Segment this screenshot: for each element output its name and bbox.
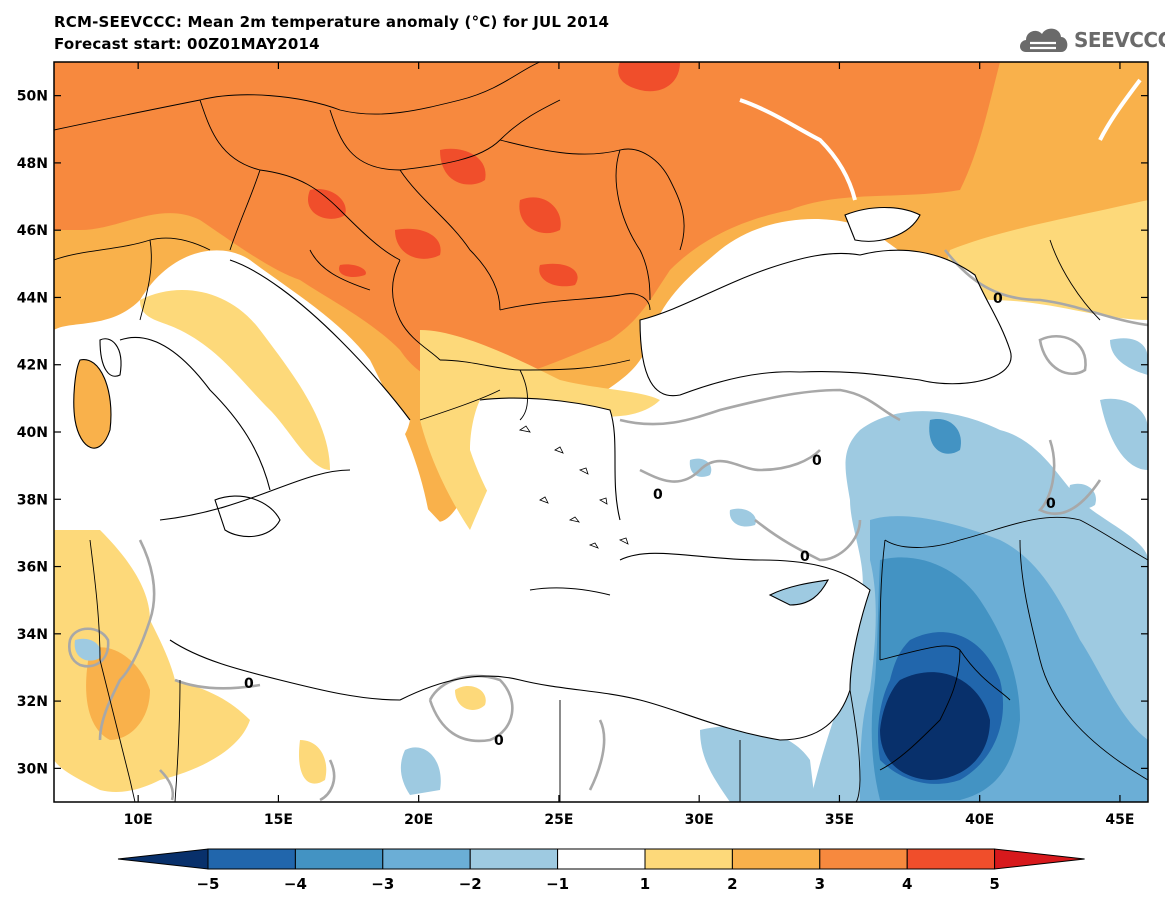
anomaly-region-cold-extreme [880,672,990,780]
colorbar-label: 5 [989,875,999,893]
x-tick-label: 35E [825,812,854,828]
aegean-sea [470,398,620,551]
anomaly-region-1-2-greece [420,330,660,530]
country-borders [54,62,1148,802]
coastlines [73,207,1012,741]
y-tick-label: 38N [17,492,48,508]
x-tick-label: 45E [1105,812,1134,828]
contour-label: 0 [1046,496,1056,512]
anomaly-region-1-2-east [947,200,1148,320]
y-tick-label: 50N [17,89,48,105]
tyrrhenian-sea [115,337,270,520]
cyprus [770,580,828,605]
anomaly-region-cold-egypt [400,726,815,802]
contour-label: 0 [800,549,810,565]
x-tick-label: 30E [685,812,714,828]
colorbar-swatch [382,848,471,870]
colorbar-label: −3 [371,875,394,893]
colorbar-label: −2 [459,875,482,893]
colorbar-swatch [557,848,646,870]
colorbar-label: 3 [815,875,825,893]
dnieper-river [739,98,857,201]
x-axis: 10E 15E 20E 25E 30E 35E 40E 45E [124,62,1134,828]
contour-label: 0 [812,453,822,469]
colorbar-swatch [294,848,384,870]
contour-label: 0 [653,487,663,503]
y-tick-label: 48N [17,156,48,172]
anomaly-region-cold-ne [1100,338,1148,470]
anomaly-region-africa-west-orange [86,647,150,740]
aegean-islands [518,425,629,549]
y-tick-label: 32N [17,694,48,710]
ionian-mediterranean [148,468,870,740]
zero-contours [68,249,1148,802]
don-river [1098,78,1142,141]
adriatic-sea [230,260,410,443]
contour-label: 0 [244,676,254,692]
x-tick-label: 25E [544,812,573,828]
colorbar-label: −1 [546,875,569,893]
map-title: RCM-SEEVCCC: Mean 2m temperature anomaly… [54,13,610,31]
anomaly-region-4-5 [308,62,680,287]
colorbar-label: 1 [640,875,650,893]
black-sea [640,250,1012,396]
x-tick-label: 10E [124,812,153,828]
y-tick-label: 44N [17,290,48,306]
colorbar: −5 −4 −3 −2 −1 1 2 3 4 5 [117,848,1085,893]
forecast-start-subtitle: Forecast start: 00Z01MAY2014 [54,35,320,53]
colorbar-swatch [906,848,996,870]
y-tick-label: 30N [17,761,48,777]
y-tick-label: 40N [17,425,48,441]
y-axis: 50N 48N 46N 44N 42N 40N 38N 36N 34N 32N 30N [17,89,1148,777]
contour-label: 0 [993,291,1003,307]
colorbar-swatch [644,848,733,870]
y-tick-label: 46N [17,223,48,239]
anomaly-region-1-2-sardinia [73,359,111,449]
y-tick-label: 34N [17,627,48,643]
colorbar-swatch [819,848,908,870]
y-tick-label: 42N [17,358,48,374]
colorbar-label: −4 [284,875,307,893]
x-tick-label: 40E [965,812,994,828]
colorbar-arrow-high [994,848,1085,870]
cloud-icon [1020,28,1068,52]
x-tick-label: 20E [404,812,433,828]
colorbar-label: −5 [196,875,219,893]
y-tick-label: 36N [17,560,48,576]
contour-labels: 0 0 0 0 0 0 0 [244,291,1056,749]
colorbar-swatch [469,848,559,870]
anomaly-region-1-2-italy [140,290,330,470]
colorbar-label: 2 [727,875,737,893]
anomaly-region-libya-yellow [299,685,486,784]
logo-text: SEEVCCC [1074,28,1165,52]
colorbar-arrow-low [117,848,209,870]
seevccc-logo: SEEVCCC [1016,22,1165,56]
map-field: 0 0 0 0 0 0 0 [54,62,1148,802]
anomaly-region-cold-turkey [929,419,961,454]
colorbar-swatch [207,848,296,870]
colorbar-label: 4 [902,875,912,893]
x-tick-label: 15E [264,812,293,828]
colorbar-swatch [731,848,821,870]
contour-label: 0 [494,733,504,749]
